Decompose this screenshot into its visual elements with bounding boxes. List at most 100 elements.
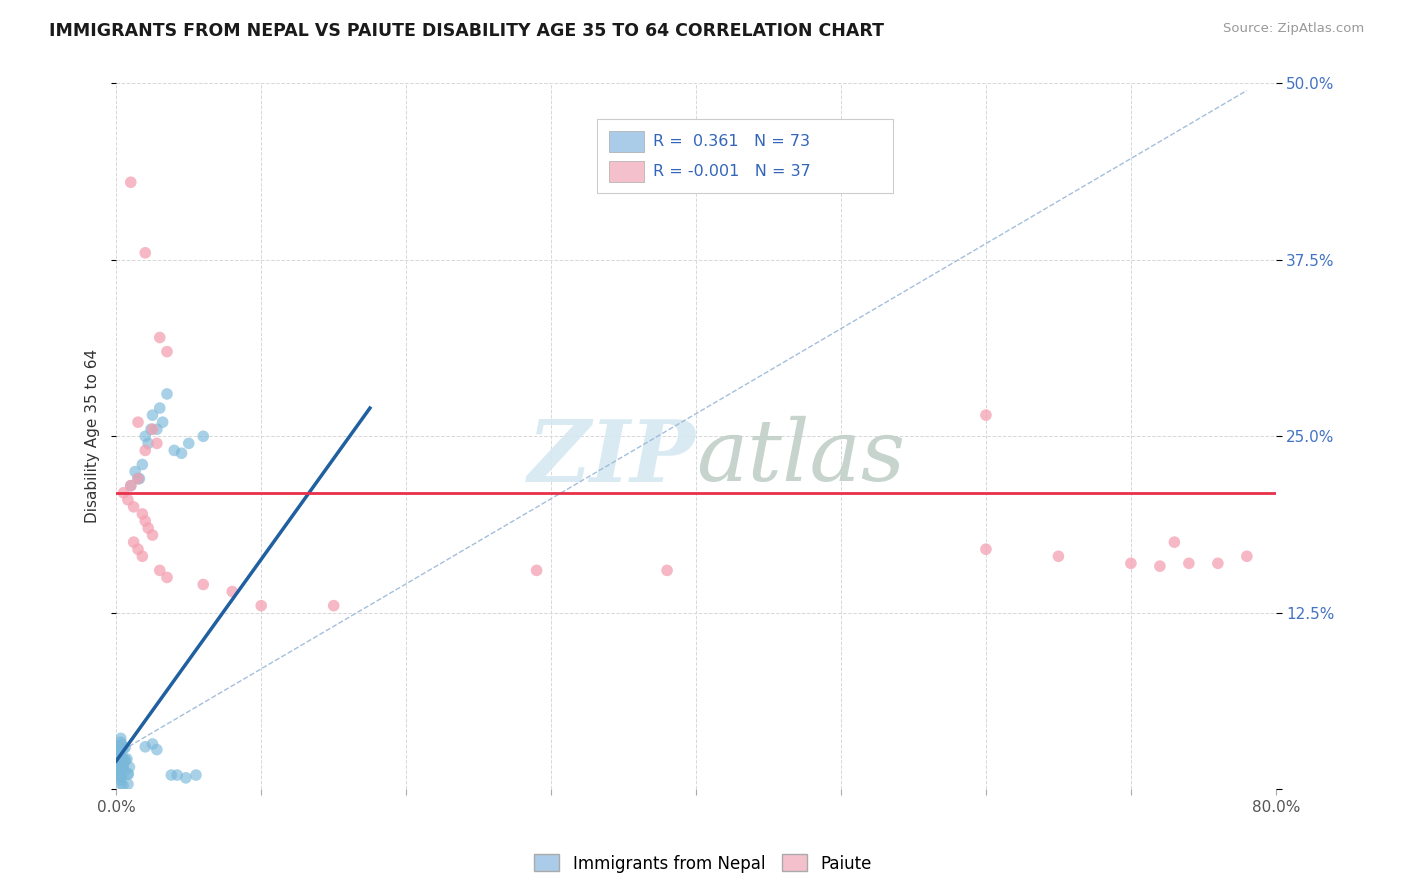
Point — [105, 763, 128, 777]
Point — [141, 737, 163, 751]
Point — [156, 387, 179, 401]
Point — [149, 401, 172, 415]
Point — [107, 749, 129, 764]
Y-axis label: Disability Age 35 to 64: Disability Age 35 to 64 — [86, 350, 100, 524]
Point — [166, 768, 188, 782]
Point — [111, 738, 134, 752]
Point — [322, 599, 344, 613]
Point — [184, 768, 207, 782]
Point — [105, 739, 128, 754]
Point — [112, 742, 135, 756]
Point — [108, 749, 131, 764]
Point — [117, 767, 139, 781]
Point — [974, 542, 997, 557]
Point — [110, 757, 132, 772]
Point — [108, 743, 131, 757]
Point — [122, 500, 145, 514]
Point — [134, 245, 156, 260]
Point — [134, 429, 156, 443]
Point — [112, 764, 135, 778]
Point — [122, 535, 145, 549]
Point — [107, 752, 129, 766]
Point — [108, 757, 131, 772]
Point — [110, 754, 132, 768]
Point — [139, 422, 162, 436]
Point — [110, 770, 132, 784]
Point — [115, 752, 138, 766]
Point — [1047, 549, 1070, 564]
Point — [127, 415, 149, 429]
Point — [250, 599, 273, 613]
Point — [136, 436, 159, 450]
Point — [127, 472, 149, 486]
Point — [134, 514, 156, 528]
FancyBboxPatch shape — [598, 119, 893, 193]
Point — [141, 528, 163, 542]
Point — [120, 478, 142, 492]
Point — [110, 731, 132, 746]
Point — [118, 760, 141, 774]
Point — [107, 761, 129, 775]
Point — [108, 739, 131, 754]
Point — [107, 739, 129, 754]
Point — [131, 458, 153, 472]
Point — [526, 563, 548, 577]
Point — [114, 740, 136, 755]
Point — [146, 742, 169, 756]
Text: IMMIGRANTS FROM NEPAL VS PAIUTE DISABILITY AGE 35 TO 64 CORRELATION CHART: IMMIGRANTS FROM NEPAL VS PAIUTE DISABILI… — [49, 22, 884, 40]
Point — [1178, 557, 1201, 571]
Point — [105, 759, 128, 773]
Point — [108, 759, 131, 773]
Point — [1163, 535, 1185, 549]
Point — [108, 748, 131, 763]
Text: ZIP: ZIP — [529, 416, 696, 500]
Point — [108, 760, 131, 774]
Point — [128, 472, 150, 486]
Point — [177, 436, 200, 450]
Text: atlas: atlas — [696, 417, 905, 499]
Point — [156, 570, 179, 584]
Point — [136, 521, 159, 535]
Point — [111, 751, 134, 765]
Text: R = -0.001   N = 37: R = -0.001 N = 37 — [654, 164, 811, 179]
Point — [114, 753, 136, 767]
Point — [111, 754, 134, 768]
Point — [174, 771, 197, 785]
Point — [149, 330, 172, 344]
Point — [107, 760, 129, 774]
Point — [110, 735, 132, 749]
Point — [108, 769, 131, 783]
Point — [974, 408, 997, 422]
Point — [152, 415, 174, 429]
Point — [111, 756, 134, 770]
Point — [141, 408, 163, 422]
Point — [120, 478, 142, 492]
Point — [141, 422, 163, 436]
Point — [110, 770, 132, 784]
Point — [149, 563, 172, 577]
Point — [108, 756, 131, 770]
Point — [107, 761, 129, 775]
Point — [127, 472, 149, 486]
Text: Source: ZipAtlas.com: Source: ZipAtlas.com — [1223, 22, 1364, 36]
Point — [120, 175, 142, 189]
Point — [127, 542, 149, 557]
Point — [117, 766, 139, 780]
Point — [134, 739, 156, 754]
Point — [131, 549, 153, 564]
FancyBboxPatch shape — [609, 131, 644, 152]
Point — [160, 768, 183, 782]
Point — [146, 422, 169, 436]
Point — [1149, 559, 1171, 574]
Point — [221, 584, 243, 599]
Point — [111, 759, 134, 773]
Point — [108, 760, 131, 774]
Point — [105, 747, 128, 761]
Point — [193, 577, 215, 591]
Point — [124, 465, 146, 479]
Text: R =  0.361   N = 73: R = 0.361 N = 73 — [654, 134, 810, 149]
Legend: Immigrants from Nepal, Paiute: Immigrants from Nepal, Paiute — [527, 847, 879, 880]
Point — [117, 777, 139, 791]
Point — [117, 492, 139, 507]
Point — [193, 429, 215, 443]
